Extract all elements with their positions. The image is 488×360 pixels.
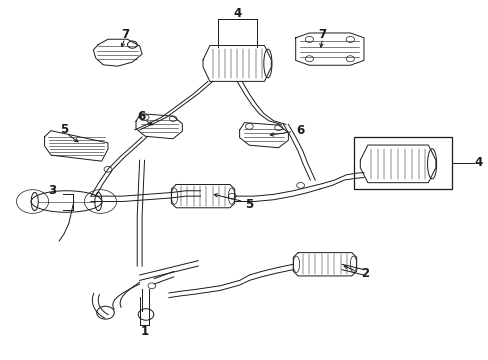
Text: 6: 6 (137, 110, 145, 123)
Text: 7: 7 (121, 28, 129, 41)
Text: 5: 5 (60, 123, 68, 136)
Text: 5: 5 (245, 198, 253, 211)
Text: 3: 3 (48, 184, 56, 197)
Text: 4: 4 (473, 156, 482, 169)
Text: 2: 2 (361, 267, 369, 280)
Bar (353, 137, 451, 189)
Text: 7: 7 (318, 28, 326, 41)
Text: 1: 1 (140, 325, 148, 338)
Text: 4: 4 (233, 7, 241, 20)
Text: 6: 6 (296, 124, 304, 137)
